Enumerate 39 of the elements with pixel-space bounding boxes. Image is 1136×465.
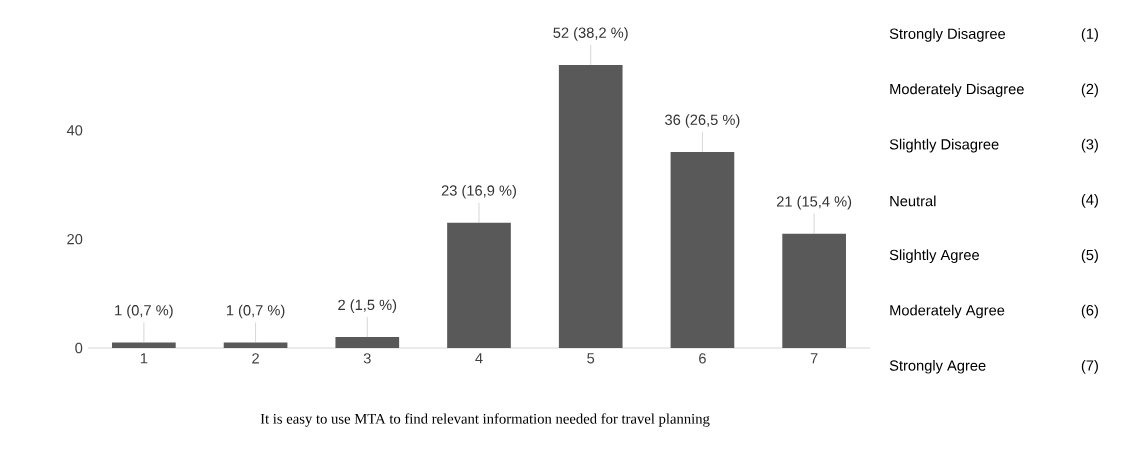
text: (4): [1081, 194, 1098, 208]
text: Slightly Agree: [889, 249, 979, 264]
y-tick-label: 40: [66, 125, 83, 136]
x-tick-label: 3: [363, 353, 371, 364]
text: Strongly Agree: [889, 359, 986, 374]
x-tick-label: 6: [699, 353, 706, 364]
text: (5): [1081, 249, 1098, 264]
data-label: 1 (0,7 %): [115, 304, 173, 319]
text: (1): [1081, 28, 1098, 42]
text: (7): [1081, 359, 1098, 374]
text: Slightly Disagree: [889, 138, 999, 153]
text: (2): [1081, 83, 1098, 98]
y-tick-label: 20: [67, 233, 83, 245]
data-label: 36 (26,5 %): [665, 114, 740, 128]
text: Strongly Disagree: [889, 28, 1006, 42]
text: (6): [1081, 304, 1098, 319]
x-tick-label: 5: [587, 353, 595, 364]
text: Moderately Disagree: [890, 83, 1024, 98]
bar: [112, 342, 176, 348]
bar: [223, 342, 288, 348]
data-label: 52 (38,2 %): [553, 27, 628, 41]
x-axis-title: It is easy to use MTA to find relevant information needed for travel planning: [260, 413, 710, 427]
x-tick-label: 1: [140, 353, 148, 364]
x-tick-label: 2: [252, 353, 259, 364]
data-label: 1 (0,7 %): [226, 304, 285, 319]
bar: [782, 233, 846, 348]
bar: [335, 337, 400, 348]
text: Neutral: [890, 195, 936, 207]
text: Moderately Agree: [890, 304, 1005, 319]
x-tick-label: 7: [810, 353, 818, 364]
data-label: 21 (15,4 %): [776, 195, 852, 210]
bar: [447, 222, 511, 348]
text: (3): [1081, 138, 1098, 153]
bar: [670, 152, 735, 348]
bar: [558, 65, 623, 348]
data-label: 23 (16,9 %): [441, 184, 516, 199]
data-label: 2 (1,5 %): [338, 299, 397, 313]
x-tick-label: 4: [475, 353, 483, 364]
y-tick-label: 0: [75, 342, 83, 354]
